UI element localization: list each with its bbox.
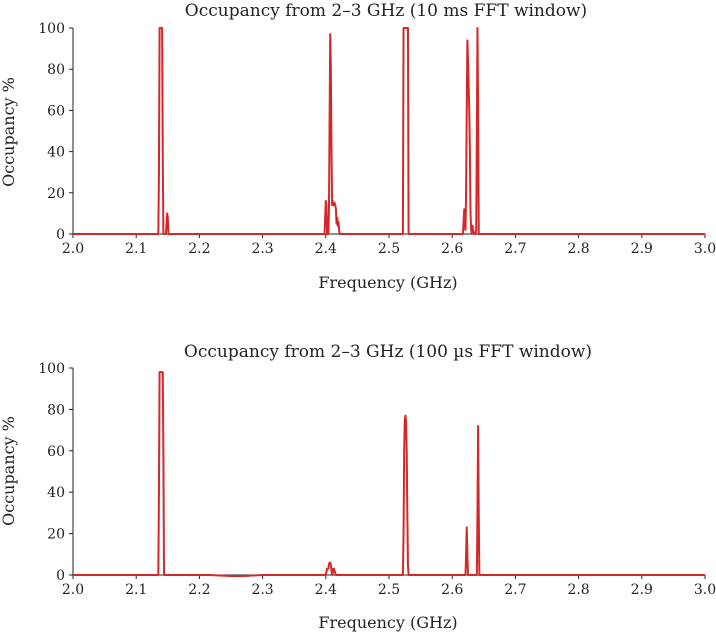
y-tick-label: 20 [47, 527, 65, 543]
x-tick-label: 2.5 [378, 241, 400, 257]
bottom-chart-xlabel: Frequency (GHz) [318, 613, 457, 632]
y-tick-label: 0 [56, 227, 65, 243]
top-chart-panel: Occupancy from 2–3 GHz (10 ms FFT window… [0, 1, 716, 292]
x-tick-label: 2.6 [441, 582, 463, 598]
y-tick-label: 0 [56, 568, 65, 584]
y-tick-label: 60 [47, 103, 65, 119]
bottom-chart-ylabel: Occupancy % [0, 416, 18, 526]
y-tick-label: 100 [38, 21, 65, 37]
x-tick-label: 2.7 [504, 241, 526, 257]
x-tick-label: 2.6 [441, 241, 463, 257]
x-tick-label: 3.0 [694, 582, 716, 598]
x-tick-label: 2.0 [62, 241, 84, 257]
x-tick-label: 2.0 [62, 582, 84, 598]
y-tick-label: 20 [47, 186, 65, 202]
x-tick-label: 2.1 [125, 241, 147, 257]
x-tick-label: 2.8 [567, 241, 589, 257]
axis-frame [72, 368, 705, 576]
x-tick-label: 2.7 [504, 582, 526, 598]
x-tick-label: 2.5 [378, 582, 400, 598]
top-chart-title: Occupancy from 2–3 GHz (10 ms FFT window… [185, 1, 587, 21]
occupancy-series-line [73, 27, 705, 235]
top-chart-ylabel: Occupancy % [0, 77, 18, 187]
x-tick-label: 2.3 [251, 582, 273, 598]
y-tick-label: 40 [47, 485, 65, 501]
x-tick-label: 2.9 [631, 582, 653, 598]
y-tick-label: 100 [38, 361, 65, 377]
axis-frame [72, 28, 705, 235]
y-tick-label: 80 [47, 402, 65, 418]
x-tick-label: 2.1 [125, 582, 147, 598]
x-tick-label: 2.3 [251, 241, 273, 257]
x-tick-label: 3.0 [694, 241, 716, 257]
y-tick-label: 60 [47, 444, 65, 460]
y-tick-label: 80 [47, 62, 65, 78]
x-tick-label: 2.4 [315, 241, 337, 257]
top-chart-xlabel: Frequency (GHz) [318, 273, 457, 292]
x-tick-label: 2.2 [188, 582, 210, 598]
bottom-chart-panel: Occupancy from 2–3 GHz (100 µs FFT windo… [0, 342, 716, 632]
x-tick-label: 2.2 [188, 241, 210, 257]
bottom-chart-title: Occupancy from 2–3 GHz (100 µs FFT windo… [184, 342, 592, 362]
occupancy-series-line [73, 371, 705, 578]
x-tick-label: 2.8 [567, 582, 589, 598]
x-tick-label: 2.9 [631, 241, 653, 257]
y-tick-label: 40 [47, 145, 65, 161]
x-tick-label: 2.4 [315, 582, 337, 598]
